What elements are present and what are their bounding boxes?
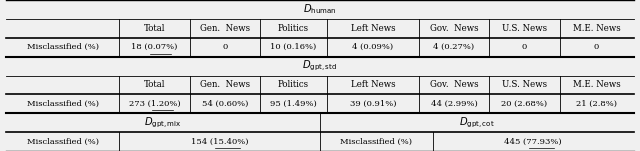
Text: Total: Total [143, 24, 165, 33]
Text: 44 (2.99%): 44 (2.99%) [431, 100, 477, 108]
Text: Politics: Politics [278, 24, 309, 33]
Text: 20 (2.68%): 20 (2.68%) [501, 100, 547, 108]
Text: 21 (2.8%): 21 (2.8%) [576, 100, 617, 108]
Text: Misclassified (%): Misclassified (%) [27, 100, 99, 108]
Text: 0: 0 [594, 43, 599, 51]
Text: Misclassified (%): Misclassified (%) [27, 43, 99, 51]
Text: 0: 0 [222, 43, 227, 51]
Text: $D_{\mathrm{human}}$: $D_{\mathrm{human}}$ [303, 3, 337, 16]
Text: $D_{\mathrm{gpt,mix}}$: $D_{\mathrm{gpt,mix}}$ [145, 116, 182, 130]
Text: Gen.  News: Gen. News [200, 24, 250, 33]
Text: 273 (1.20%): 273 (1.20%) [129, 100, 180, 108]
Text: U.S. News: U.S. News [502, 80, 547, 89]
Text: 4 (0.09%): 4 (0.09%) [352, 43, 394, 51]
Text: $D_{\mathrm{gpt,std}}$: $D_{\mathrm{gpt,std}}$ [303, 59, 337, 73]
Text: 18 (0.07%): 18 (0.07%) [131, 43, 177, 51]
Text: 39 (0.91%): 39 (0.91%) [349, 100, 396, 108]
Text: 0: 0 [522, 43, 527, 51]
Text: M.E. News: M.E. News [573, 80, 620, 89]
Text: 445 (77.93%): 445 (77.93%) [504, 138, 562, 146]
Text: Left News: Left News [351, 80, 395, 89]
Text: U.S. News: U.S. News [502, 24, 547, 33]
Text: Misclassified (%): Misclassified (%) [340, 138, 412, 146]
Text: $D_{\mathrm{gpt,cot}}$: $D_{\mathrm{gpt,cot}}$ [459, 116, 495, 130]
Text: Left News: Left News [351, 24, 395, 33]
Text: 10 (0.16%): 10 (0.16%) [271, 43, 317, 51]
Text: M.E. News: M.E. News [573, 24, 620, 33]
Text: 154 (15.40%): 154 (15.40%) [191, 138, 248, 146]
Text: 4 (0.27%): 4 (0.27%) [433, 43, 474, 51]
Text: Gov.  News: Gov. News [429, 80, 478, 89]
Text: 54 (0.60%): 54 (0.60%) [202, 100, 248, 108]
Text: 95 (1.49%): 95 (1.49%) [270, 100, 317, 108]
Text: Gov.  News: Gov. News [429, 24, 478, 33]
Text: Gen.  News: Gen. News [200, 80, 250, 89]
Text: Total: Total [143, 80, 165, 89]
Text: Misclassified (%): Misclassified (%) [27, 138, 99, 146]
Text: Politics: Politics [278, 80, 309, 89]
